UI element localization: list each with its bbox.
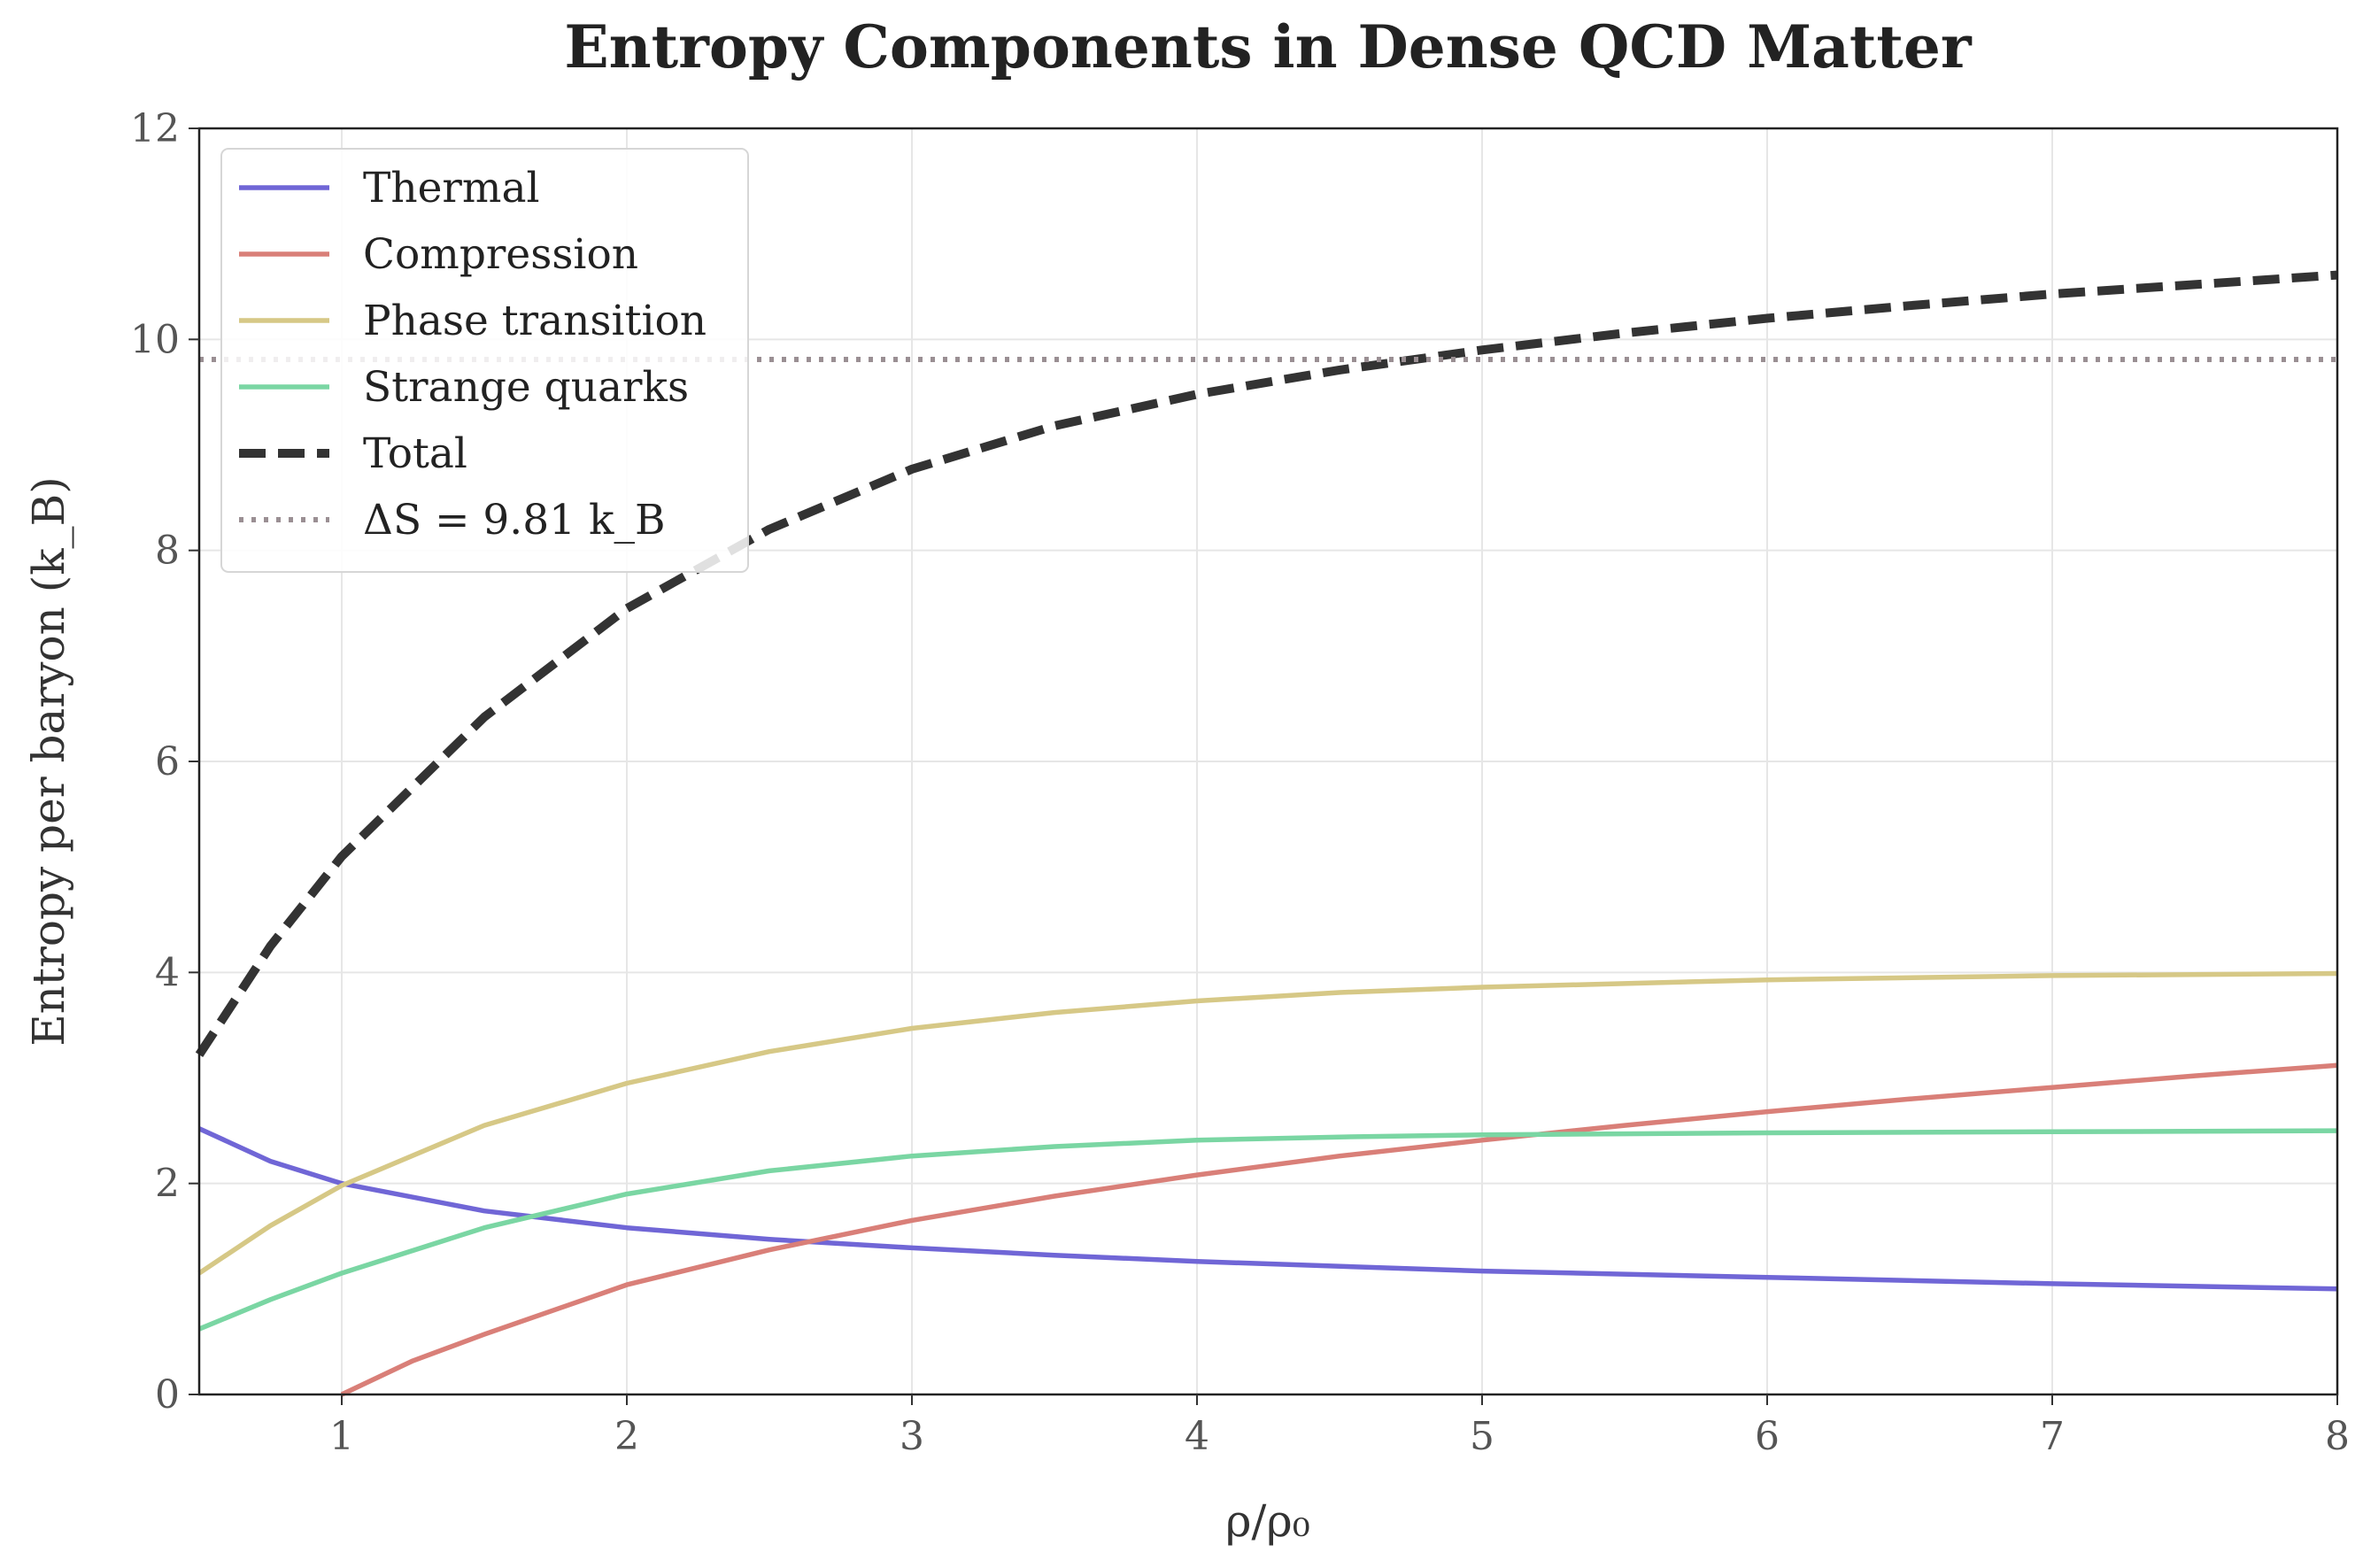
x-tick-label: 8	[2325, 1414, 2350, 1459]
legend-label: Phase transition	[363, 297, 707, 345]
y-tick-label: 10	[130, 317, 180, 362]
legend: Thermal Compression Phase transition Strang…	[220, 148, 749, 573]
legend-label: Compression	[363, 230, 638, 279]
legend-label: Strange quarks	[363, 363, 689, 412]
series-line-3	[197, 1128, 2338, 1332]
legend-label: Thermal	[363, 164, 540, 212]
legend-label: Total	[363, 429, 467, 478]
x-tick-label: 1	[329, 1414, 354, 1459]
y-tick-label: 6	[155, 739, 180, 784]
x-tick-label: 3	[900, 1414, 924, 1459]
y-tick-label: 8	[155, 529, 180, 574]
x-tick-label: 5	[1470, 1414, 1494, 1459]
series-line-2	[197, 970, 2338, 1276]
x-tick-label: 6	[1755, 1414, 1780, 1459]
y-axis-label: Entropy per baryon (k_B)	[23, 476, 74, 1047]
x-axis-label: ρ/ρ₀	[1225, 1495, 1310, 1547]
x-tick-label: 4	[1185, 1414, 1209, 1459]
legend-box	[220, 148, 749, 573]
series-line-4	[195, 270, 2338, 1058]
chart-title: Entropy Components in Dense QCD Matter	[564, 12, 1973, 81]
y-tick-label: 12	[130, 106, 180, 151]
legend-label: ΔS = 9.81 k_B	[363, 496, 666, 545]
x-tick-label: 7	[2040, 1414, 2065, 1459]
y-tick-label: 2	[155, 1162, 180, 1207]
series-lines	[195, 270, 2338, 1397]
y-tick-label: 0	[155, 1372, 180, 1417]
grid	[199, 127, 2338, 1395]
x-tick-label: 2	[614, 1414, 639, 1459]
y-tick-label: 4	[155, 950, 180, 995]
series-line-0	[197, 1126, 2338, 1292]
series-line-1	[340, 1062, 2338, 1397]
